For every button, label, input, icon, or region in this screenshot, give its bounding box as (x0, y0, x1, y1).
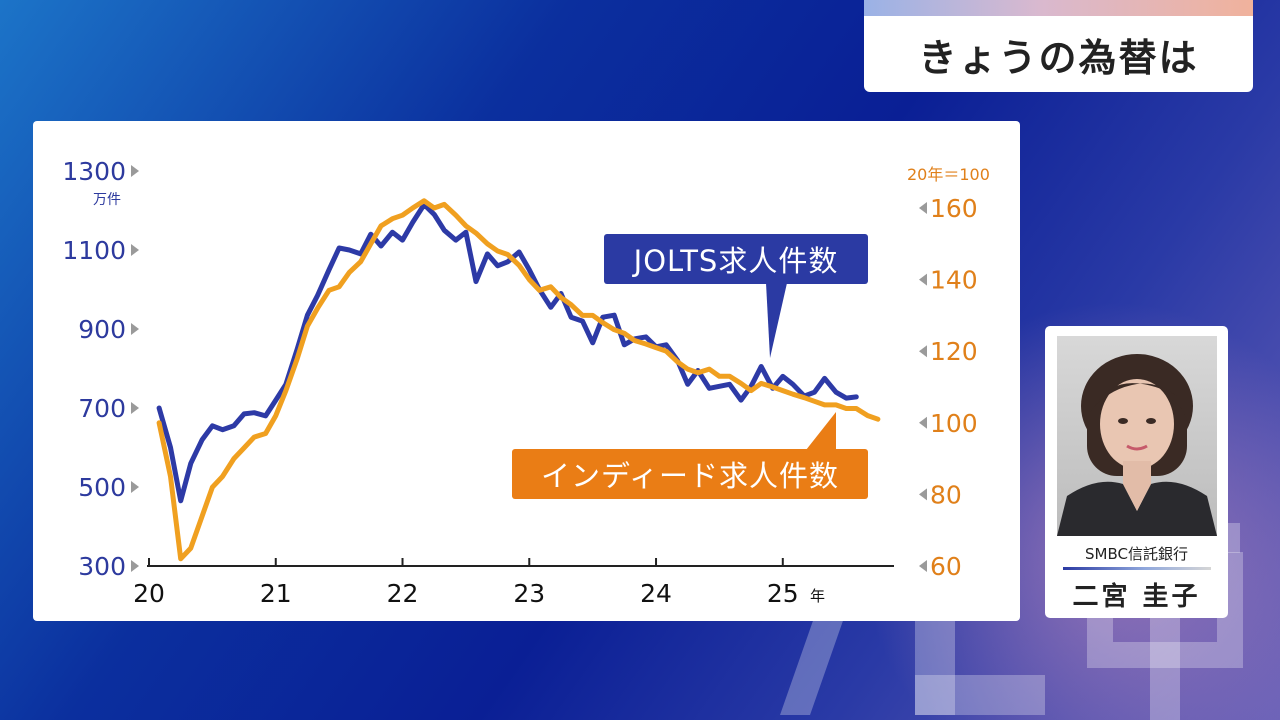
x-axis-tick-label: 20 (133, 579, 165, 608)
left-axis-tick-marker (131, 402, 139, 414)
x-axis-tick-label: 24 (640, 579, 672, 608)
x-axis-tick-label: 22 (387, 579, 419, 608)
right-axis-tick-label: 140 (930, 266, 978, 295)
series-layer (156, 198, 881, 562)
presenter-company: SMBC信託銀行 (1085, 545, 1188, 563)
left-axis-tick-marker (131, 323, 139, 335)
right-axis-tick-marker (919, 202, 927, 214)
left-axis-unit: 万件 (93, 192, 121, 208)
presenter-photo (1057, 336, 1217, 536)
left-axis-tick-marker (131, 244, 139, 256)
left-axis-tick-marker (131, 560, 139, 572)
right-axis-tick-marker (919, 416, 927, 429)
axis-layer: 300 500 700 900 1100 1300 60 80 100 120 140 160 20 21… (62, 157, 977, 608)
presenter-name: 二宮 圭子 (1072, 582, 1201, 612)
jolts-series-line (156, 202, 859, 504)
line-chart: 300 500 700 900 1100 1300 60 80 100 120 140 160 20 21… (62, 157, 990, 608)
left-axis-tick-label: 700 (78, 394, 126, 423)
jolts-callout-pointer (766, 283, 787, 358)
left-axis-tick-label: 1300 (62, 157, 126, 186)
title-box: きょうの為替は (864, 0, 1253, 92)
left-axis-tick-marker (131, 165, 139, 177)
indeed-callout: インディード求人件数 (512, 449, 868, 499)
x-axis-tick-label: 25 (767, 579, 799, 608)
presenter-card: SMBC信託銀行 二宮 圭子 (1045, 326, 1228, 618)
x-axis-unit: 年 (810, 587, 825, 605)
right-axis-unit: 20年＝100 (907, 165, 990, 184)
chart-card: 300 500 700 900 1100 1300 60 80 100 120 140 160 20 21… (33, 121, 1020, 621)
left-axis-tick-label: 900 (78, 315, 126, 344)
indeed-series-line (156, 198, 881, 562)
indeed-callout-pointer (806, 412, 836, 450)
jolts-callout: JOLTS求人件数 (604, 234, 868, 284)
right-axis-tick-label: 120 (930, 337, 978, 366)
name-divider (1063, 567, 1211, 570)
x-axis-tick-label: 23 (513, 579, 545, 608)
right-axis-tick-label: 80 (930, 480, 962, 509)
left-axis-tick-label: 300 (78, 552, 126, 581)
right-axis-tick-marker (919, 488, 927, 501)
left-axis-tick-label: 1100 (62, 236, 126, 265)
right-axis-tick-label: 160 (930, 194, 978, 223)
left-axis-tick-label: 500 (78, 473, 126, 502)
right-axis-tick-marker (919, 345, 927, 358)
page-title: きょうの為替は (918, 35, 1199, 80)
presenter-portrait-icon (1057, 354, 1217, 536)
right-axis-tick-label: 60 (930, 552, 962, 581)
right-axis-tick-marker (919, 273, 927, 286)
right-axis-tick-marker (919, 560, 927, 572)
left-axis-tick-marker (131, 481, 139, 493)
x-axis-tick-label: 21 (260, 579, 292, 608)
title-stripe (864, 0, 1253, 16)
right-axis-tick-label: 100 (930, 409, 978, 438)
